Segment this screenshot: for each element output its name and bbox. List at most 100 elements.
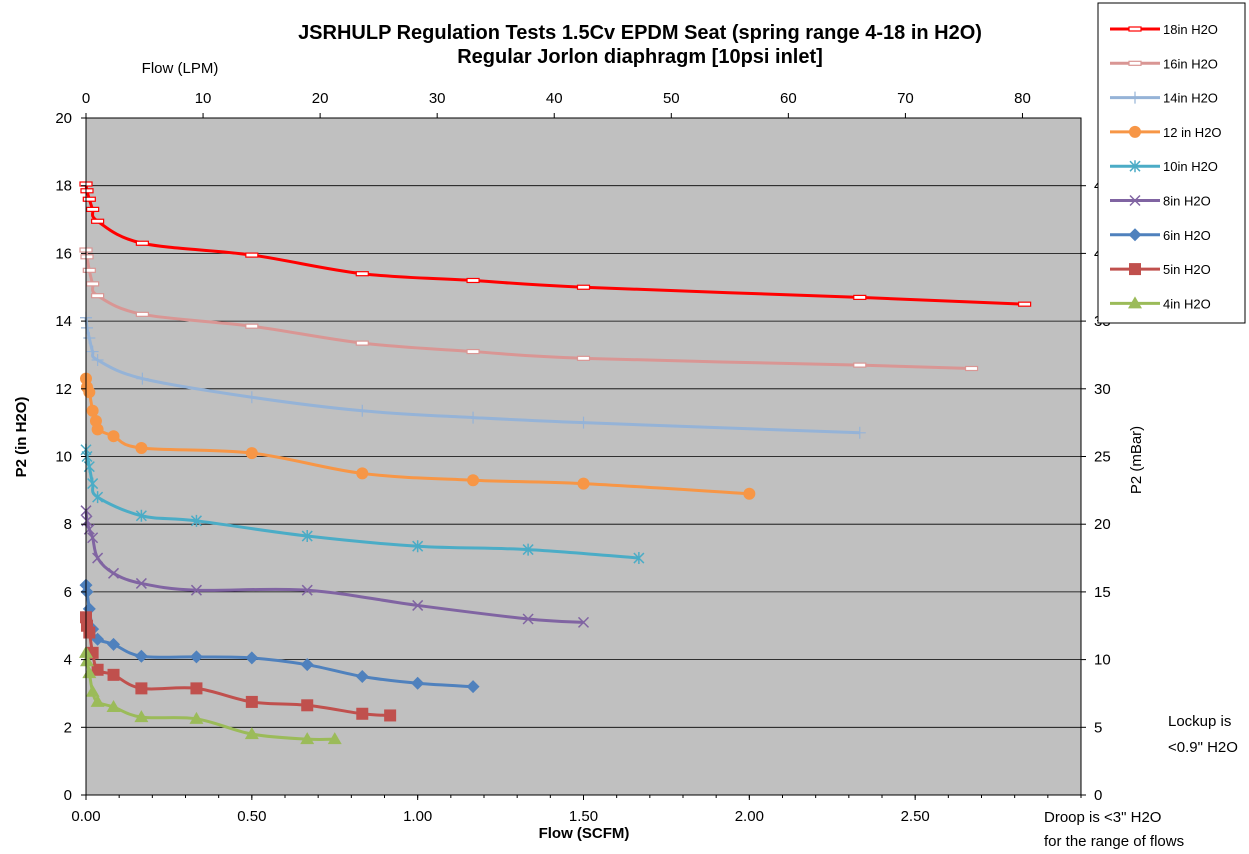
legend-entry: 5in H2O [1110,262,1211,277]
data-point [245,252,259,258]
data-point [356,404,369,417]
legend-entry: 12 in H2O [1110,125,1222,140]
data-point [577,616,590,628]
data-point [190,584,202,596]
data-point [355,340,369,346]
data-point [633,552,645,565]
legend-entry: 18in H2O [1110,22,1218,37]
data-point [853,294,867,301]
series-10in-h2o [80,443,645,565]
data-point [80,585,94,599]
series-4in-h2o [79,645,342,745]
data-point [83,332,96,345]
data-point [356,707,369,720]
legend-label: 8in H2O [1163,194,1211,209]
legend-entry: 16in H2O [1110,56,1218,71]
legend-label: 4in H2O [1163,296,1211,311]
x2-tick-label: 70 [897,90,914,107]
data-point [301,699,314,712]
y-tick-label: 14 [55,313,72,330]
data-point [135,682,148,695]
legend-label: 6in H2O [1163,228,1211,243]
data-point [90,694,105,707]
data-point [91,354,104,367]
legend-label: 18in H2O [1163,22,1218,37]
legend-label: 12 in H2O [1163,125,1222,140]
legend-entry: 6in H2O [1110,228,1211,243]
data-point [135,311,149,317]
legend-swatch-marker [1128,296,1142,309]
x-tick-label: 0.50 [237,808,266,825]
droop-note-line1: Droop is <3" H2O [1044,809,1161,826]
data-point [327,732,342,745]
data-point [107,668,120,681]
legend-swatch-marker [1128,26,1142,32]
data-point [189,650,203,664]
x2-tick-label: 30 [429,90,446,107]
legend-swatch-marker [1129,194,1141,207]
legend-label: 10in H2O [1163,159,1218,174]
x2-tick-label: 40 [546,90,563,107]
data-point [853,426,866,439]
y-tick-label: 18 [55,178,72,195]
data-point [91,663,104,676]
data-point [107,567,120,579]
data-point [300,658,314,672]
x-tick-label: 2.00 [735,808,764,825]
data-point [83,386,96,399]
legend-swatch-marker [1129,91,1141,104]
data-point [244,727,259,740]
y-tick-label: 16 [55,245,72,262]
data-point [189,711,204,724]
y-tick-label: 4 [64,652,72,669]
data-point [301,584,313,596]
data-point [80,254,94,260]
legend-swatch-marker [1129,160,1141,173]
legend-swatch-marker [1128,60,1142,66]
y2-tick-label: 25 [1094,449,1111,466]
x-tick-label: 1.50 [569,808,598,825]
legend-swatch-marker [1128,228,1142,242]
y-tick-label: 8 [64,516,72,533]
data-point [134,710,149,723]
data-point [86,281,100,287]
data-point [467,474,480,487]
data-point [106,699,121,712]
y-axis-label: P2 (in H2O) [13,397,30,478]
data-point [86,345,99,358]
data-point [301,530,313,543]
data-point [384,709,397,722]
data-point [91,423,104,436]
lockup-note-line2: <0.9" H2O [1168,739,1238,756]
x2-axis-label: Flow (LPM) [142,60,219,77]
data-point [411,676,425,690]
data-point [522,543,534,556]
data-point [467,411,480,424]
x-tick-label: 2.50 [901,808,930,825]
data-point [86,206,100,212]
data-point [87,477,99,490]
x2-tick-label: 10 [195,90,212,107]
y2-tick-label: 10 [1094,652,1111,669]
series-layer [79,181,1032,745]
data-point [743,487,756,500]
x-tick-label: 1.00 [403,808,432,825]
data-point [245,391,258,404]
data-point [134,649,148,663]
x2-tick-label: 20 [312,90,329,107]
data-point [91,218,105,224]
data-point [80,321,93,334]
y-tick-label: 0 [64,787,72,804]
axes: 0.00 0.50 1.00 1.50 2.00 2.50 0 2 4 6 8 10 12 14 16 18 2… [55,90,1110,825]
data-point [466,348,480,355]
data-point [83,626,96,639]
data-point [245,651,259,665]
y2-tick-label: 20 [1094,516,1111,533]
data-point [245,695,258,708]
data-point [355,670,369,684]
data-point [245,447,258,460]
legend-entry: 14in H2O [1110,91,1218,106]
legend-label: 5in H2O [1163,262,1211,277]
y-tick-label: 6 [64,584,72,601]
